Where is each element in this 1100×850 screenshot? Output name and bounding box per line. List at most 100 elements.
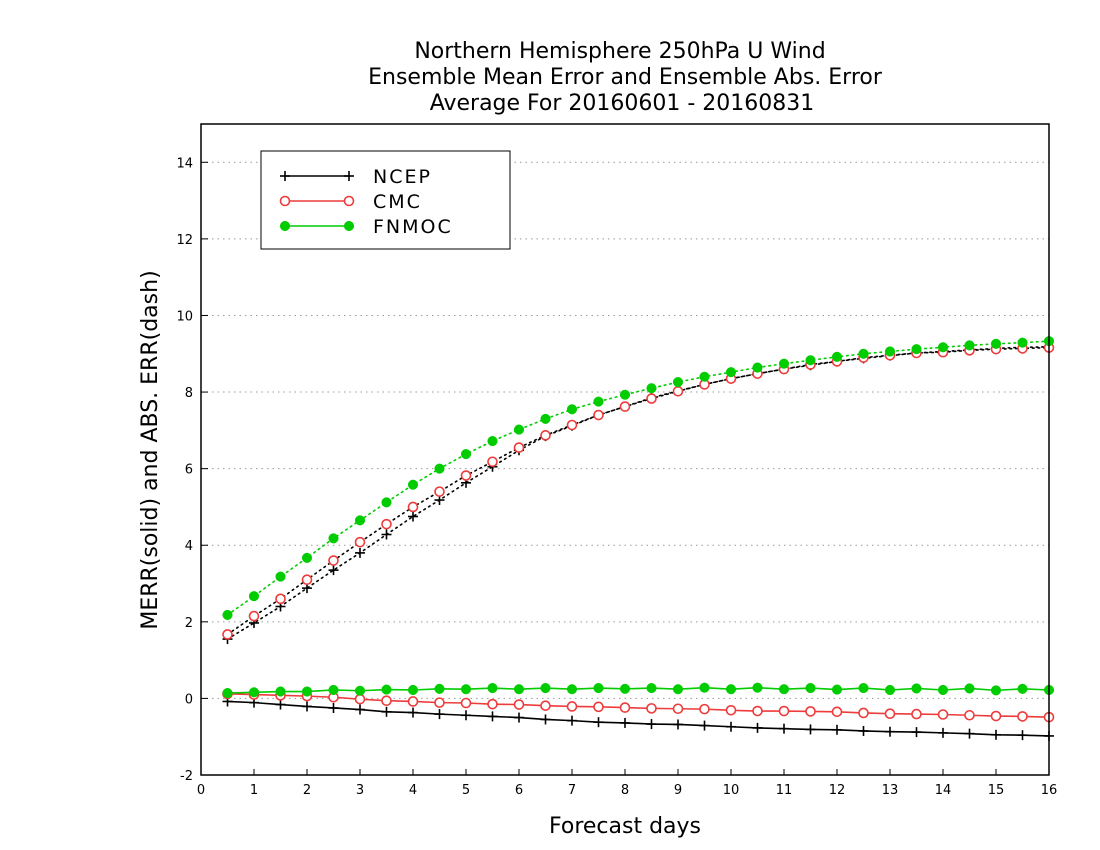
x-tick-label: 6 (515, 783, 523, 798)
ncep-abs-err-point (408, 511, 418, 522)
title-line-3: Average For 20160601 - 20160831 (430, 91, 815, 116)
cmc-merr-point (460, 697, 472, 709)
x-tick-label: 14 (935, 783, 952, 798)
ncep-merr-point (964, 728, 975, 739)
fnmoc-abs-err-point (646, 383, 657, 394)
cmc-abs-err-point (540, 430, 551, 441)
fnmoc-merr-point (566, 684, 578, 695)
y-tick-label: 14 (176, 156, 193, 171)
cmc-abs-err-point (248, 610, 260, 622)
x-tick-label: 3 (356, 783, 364, 798)
ncep-merr-point (487, 711, 498, 722)
fnmoc-merr-point (248, 687, 260, 698)
ncep-merr-point (302, 701, 312, 712)
legend: NCEP CMC FNMOC (260, 150, 511, 250)
fnmoc-merr-point (487, 683, 498, 694)
cmc-merr-point (778, 705, 790, 717)
cmc-merr-point (593, 701, 604, 713)
legend-box (260, 150, 511, 250)
fnmoc-merr-point (725, 684, 737, 695)
ncep-merr-point (938, 727, 948, 738)
x-tick-label: 12 (829, 783, 846, 798)
cmc-merr-point (752, 705, 763, 717)
fnmoc-abs-err-point (884, 346, 896, 357)
fnmoc-merr-point (778, 684, 790, 695)
ncep-merr-point (434, 709, 445, 720)
fnmoc-abs-err-point (301, 552, 313, 563)
x-tick-label: 15 (988, 783, 1005, 798)
ncep-merr-point (673, 719, 683, 730)
cmc-abs-err-point (619, 401, 631, 412)
cmc-merr-point (884, 708, 896, 720)
cmc-abs-err-point (593, 409, 604, 421)
title-line-2: Ensemble Mean Error and Ensemble Abs. Er… (368, 65, 883, 90)
ncep-merr-point (752, 722, 763, 733)
cmc-abs-err-point (328, 555, 339, 566)
plot-series (222, 336, 1055, 741)
fnmoc-abs-err-point (1017, 337, 1028, 348)
ncep-merr-point (381, 706, 392, 717)
fnmoc-merr-point (434, 683, 445, 694)
cmc-abs-err-point (354, 536, 366, 548)
fnmoc-abs-err-line (226, 340, 1050, 616)
legend-label-cmc: CMC (373, 191, 422, 213)
fnmoc-abs-err-point (354, 515, 366, 526)
legend-marker-ncep (280, 171, 290, 181)
ncep-merr-point (805, 724, 816, 735)
cmc-merr-point (964, 709, 975, 721)
fnmoc-abs-err-point (858, 348, 869, 359)
ncep-merr-point (726, 721, 736, 732)
fnmoc-merr-point (460, 684, 472, 695)
x-tick-label: 10 (723, 783, 740, 798)
fnmoc-merr-point (937, 684, 949, 696)
x-tick-label: 2 (303, 783, 311, 798)
ncep-merr-point (991, 729, 1001, 740)
fnmoc-merr-point (699, 682, 710, 693)
x-tick-label: 16 (1041, 783, 1058, 798)
cmc-merr-point (381, 695, 392, 707)
ncep-merr-point (275, 699, 286, 710)
y-axis: -2 0 2 4 6 8 10 12 14 (176, 156, 208, 784)
legend-label-fnmoc: FNMOC (373, 216, 453, 238)
chart-title: Northern Hemisphere 250hPa U Wind Ensemb… (368, 39, 883, 116)
x-tick-label: 13 (882, 783, 899, 798)
fnmoc-abs-err-point (619, 389, 631, 400)
fnmoc-merr-point (513, 684, 525, 695)
ncep-merr-point (328, 702, 339, 713)
fnmoc-abs-err-point (699, 371, 710, 382)
y-tick-label: 0 (185, 692, 193, 707)
fnmoc-merr-point (301, 686, 313, 697)
ncep-abs-err-line (226, 346, 1050, 640)
fnmoc-merr-point (1017, 683, 1028, 694)
cmc-merr-point (646, 703, 657, 714)
ncep-merr-point (620, 717, 630, 728)
legend-marker-fnmoc (343, 220, 355, 232)
ncep-merr-point (885, 726, 895, 737)
x-axis-label: Forecast days (549, 814, 701, 839)
y-tick-label: 12 (176, 233, 193, 248)
cmc-merr-point (937, 709, 949, 720)
x-tick-label: 1 (250, 783, 258, 798)
cmc-merr-point (566, 701, 578, 712)
ncep-merr-point (567, 715, 577, 726)
cmc-merr-point (407, 696, 419, 707)
fnmoc-merr-point (275, 686, 286, 697)
legend-marker-fnmoc (279, 220, 291, 232)
fnmoc-abs-err-point (937, 342, 949, 353)
cmc-abs-err-point (407, 501, 419, 513)
x-tick-label: 0 (197, 783, 205, 798)
legend-label-ncep: NCEP (373, 166, 432, 188)
ncep-abs-err-point (355, 547, 365, 558)
cmc-merr-point (354, 693, 366, 705)
fnmoc-abs-err-point (248, 591, 260, 602)
cmc-merr-point (805, 706, 816, 717)
cmc-merr-point (619, 702, 631, 713)
ncep-merr-point (858, 725, 869, 736)
fnmoc-abs-err-point (460, 449, 472, 460)
legend-marker-cmc (279, 195, 291, 207)
ncep-merr-point (540, 714, 551, 725)
cmc-abs-err-point (672, 385, 684, 397)
legend-items: NCEP CMC FNMOC (279, 166, 453, 238)
y-tick-label: 10 (176, 309, 193, 324)
